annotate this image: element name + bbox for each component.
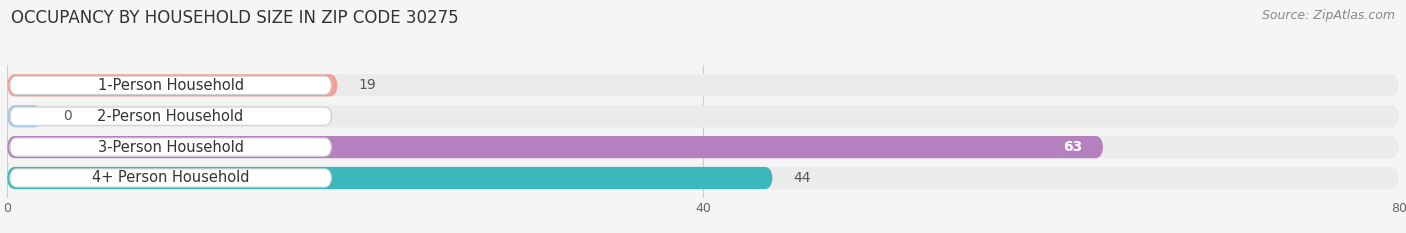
FancyBboxPatch shape: [7, 136, 1104, 158]
Text: 19: 19: [359, 78, 377, 92]
FancyBboxPatch shape: [7, 74, 337, 96]
Text: 3-Person Household: 3-Person Household: [97, 140, 243, 154]
FancyBboxPatch shape: [7, 136, 1399, 158]
Text: 44: 44: [793, 171, 811, 185]
FancyBboxPatch shape: [10, 169, 332, 187]
FancyBboxPatch shape: [10, 107, 332, 125]
Text: Source: ZipAtlas.com: Source: ZipAtlas.com: [1261, 9, 1395, 22]
FancyBboxPatch shape: [7, 167, 1399, 189]
FancyBboxPatch shape: [10, 138, 332, 156]
FancyBboxPatch shape: [10, 76, 332, 94]
Text: OCCUPANCY BY HOUSEHOLD SIZE IN ZIP CODE 30275: OCCUPANCY BY HOUSEHOLD SIZE IN ZIP CODE …: [11, 9, 458, 27]
FancyBboxPatch shape: [7, 74, 1399, 96]
FancyBboxPatch shape: [7, 105, 42, 127]
FancyBboxPatch shape: [7, 167, 773, 189]
Text: 4+ Person Household: 4+ Person Household: [91, 171, 249, 185]
Text: 1-Person Household: 1-Person Household: [97, 78, 243, 93]
FancyBboxPatch shape: [7, 105, 1399, 127]
Text: 2-Person Household: 2-Person Household: [97, 109, 243, 124]
Text: 63: 63: [1063, 140, 1083, 154]
Text: 0: 0: [63, 109, 72, 123]
